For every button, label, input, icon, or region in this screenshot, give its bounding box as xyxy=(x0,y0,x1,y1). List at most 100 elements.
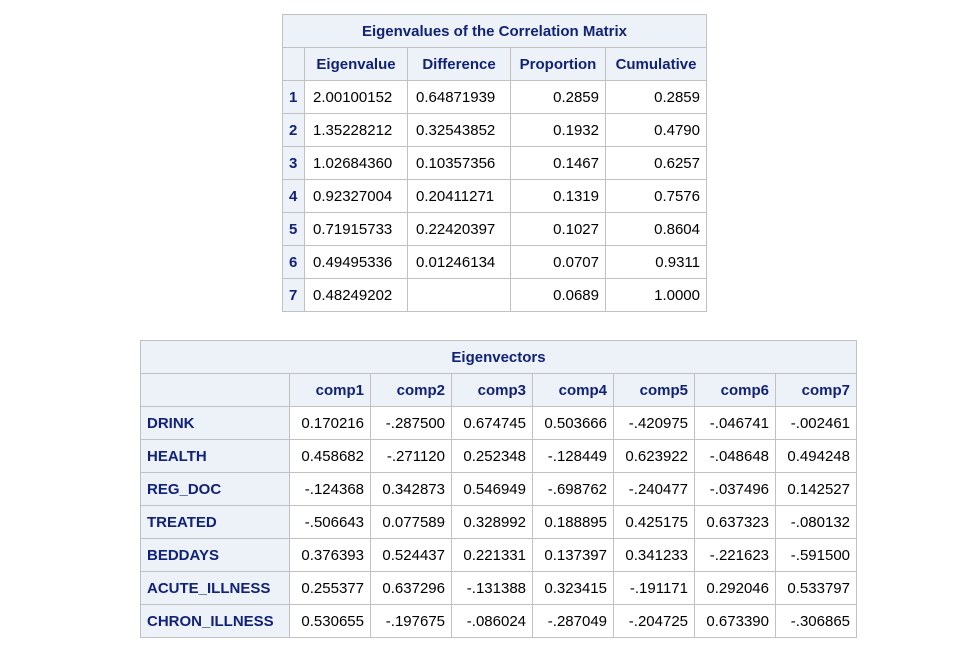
loading-cell: 0.137397 xyxy=(532,538,614,572)
loading-cell: -.506643 xyxy=(289,505,371,539)
proportion-cell: 0.1932 xyxy=(510,113,606,147)
eigenvalue-cell: 0.48249202 xyxy=(304,278,408,312)
loading-cell: -.591500 xyxy=(775,538,857,572)
difference-cell: 0.20411271 xyxy=(407,179,511,213)
loading-cell: -.191171 xyxy=(613,571,695,605)
row-number: 3 xyxy=(282,146,305,180)
loading-cell: -.131388 xyxy=(451,571,533,605)
column-header-comp7: comp7 xyxy=(775,373,857,407)
loading-cell: 0.342873 xyxy=(370,472,452,506)
loading-cell: 0.425175 xyxy=(613,505,695,539)
loading-cell: -.197675 xyxy=(370,604,452,638)
loading-cell: 0.341233 xyxy=(613,538,695,572)
loading-cell: -.002461 xyxy=(775,406,857,440)
loading-cell: -.080132 xyxy=(775,505,857,539)
eigenvalue-cell: 2.00100152 xyxy=(304,80,408,114)
loading-cell: 0.546949 xyxy=(451,472,533,506)
variable-name: HEALTH xyxy=(140,439,290,473)
loading-cell: -.221623 xyxy=(694,538,776,572)
loading-cell: 0.142527 xyxy=(775,472,857,506)
loading-cell: -.287500 xyxy=(370,406,452,440)
column-header-difference: Difference xyxy=(407,47,511,81)
loading-cell: 0.524437 xyxy=(370,538,452,572)
eigenvalues-table: Eigenvalues of the Correlation Matrix Ei… xyxy=(282,14,707,312)
table-row: BEDDAYS 0.376393 0.524437 0.221331 0.137397 0… xyxy=(140,538,857,572)
eigenvalues-table-title: Eigenvalues of the Correlation Matrix xyxy=(282,14,707,48)
loading-cell: 0.458682 xyxy=(289,439,371,473)
table-row: ACUTE_ILLNESS 0.255377 0.637296 -.131388 0.3… xyxy=(140,571,857,605)
loading-cell: -.306865 xyxy=(775,604,857,638)
column-header-comp5: comp5 xyxy=(613,373,695,407)
eigenvalue-cell: 1.35228212 xyxy=(304,113,408,147)
loading-cell: 0.221331 xyxy=(451,538,533,572)
loading-cell: -.037496 xyxy=(694,472,776,506)
loading-cell: 0.323415 xyxy=(532,571,614,605)
column-header-comp4: comp4 xyxy=(532,373,614,407)
proportion-cell: 0.2859 xyxy=(510,80,606,114)
cumulative-cell: 0.4790 xyxy=(605,113,707,147)
loading-cell: -.046741 xyxy=(694,406,776,440)
loading-cell: 0.533797 xyxy=(775,571,857,605)
row-number: 7 xyxy=(282,278,305,312)
loading-cell: 0.637323 xyxy=(694,505,776,539)
row-number: 6 xyxy=(282,245,305,279)
cumulative-cell: 0.7576 xyxy=(605,179,707,213)
table-row: 3 1.02684360 0.10357356 0.1467 0.6257 xyxy=(282,146,707,180)
eigenvectors-table: Eigenvectors comp1 comp2 comp3 comp4 comp5 co… xyxy=(140,340,857,638)
table-row: REG_DOC -.124368 0.342873 0.546949 -.698762 -… xyxy=(140,472,857,506)
loading-cell: -.271120 xyxy=(370,439,452,473)
table-row: HEALTH 0.458682 -.271120 0.252348 -.128449 0.… xyxy=(140,439,857,473)
column-header-proportion: Proportion xyxy=(510,47,606,81)
cumulative-cell: 0.2859 xyxy=(605,80,707,114)
column-header-comp6: comp6 xyxy=(694,373,776,407)
loading-cell: 0.623922 xyxy=(613,439,695,473)
loading-cell: 0.637296 xyxy=(370,571,452,605)
difference-cell xyxy=(407,278,511,312)
table-row: 4 0.92327004 0.20411271 0.1319 0.7576 xyxy=(282,179,707,213)
column-header-cumulative: Cumulative xyxy=(605,47,707,81)
difference-cell: 0.10357356 xyxy=(407,146,511,180)
difference-cell: 0.22420397 xyxy=(407,212,511,246)
table-row: 6 0.49495336 0.01246134 0.0707 0.9311 xyxy=(282,245,707,279)
loading-cell: 0.376393 xyxy=(289,538,371,572)
proportion-cell: 0.1467 xyxy=(510,146,606,180)
variable-name: REG_DOC xyxy=(140,472,290,506)
loading-cell: 0.077589 xyxy=(370,505,452,539)
row-number: 2 xyxy=(282,113,305,147)
variable-name: DRINK xyxy=(140,406,290,440)
variable-name: BEDDAYS xyxy=(140,538,290,572)
eigenvectors-corner-cell xyxy=(140,373,290,407)
proportion-cell: 0.1319 xyxy=(510,179,606,213)
proportion-cell: 0.1027 xyxy=(510,212,606,246)
loading-cell: 0.188895 xyxy=(532,505,614,539)
table-row: 7 0.48249202 0.0689 1.0000 xyxy=(282,278,707,312)
eigenvalue-cell: 1.02684360 xyxy=(304,146,408,180)
loading-cell: -.124368 xyxy=(289,472,371,506)
loading-cell: 0.674745 xyxy=(451,406,533,440)
cumulative-cell: 1.0000 xyxy=(605,278,707,312)
variable-name: CHRON_ILLNESS xyxy=(140,604,290,638)
row-number: 1 xyxy=(282,80,305,114)
cumulative-cell: 0.9311 xyxy=(605,245,707,279)
loading-cell: -.048648 xyxy=(694,439,776,473)
cumulative-cell: 0.8604 xyxy=(605,212,707,246)
loading-cell: 0.494248 xyxy=(775,439,857,473)
loading-cell: -.698762 xyxy=(532,472,614,506)
eigenvalue-cell: 0.92327004 xyxy=(304,179,408,213)
loading-cell: 0.503666 xyxy=(532,406,614,440)
table-row: 1 2.00100152 0.64871939 0.2859 0.2859 xyxy=(282,80,707,114)
column-header-comp2: comp2 xyxy=(370,373,452,407)
column-header-comp1: comp1 xyxy=(289,373,371,407)
loading-cell: 0.673390 xyxy=(694,604,776,638)
loading-cell: 0.292046 xyxy=(694,571,776,605)
eigenvalues-corner-cell xyxy=(282,47,305,81)
table-row: TREATED -.506643 0.077589 0.328992 0.188895 0… xyxy=(140,505,857,539)
table-row: 2 1.35228212 0.32543852 0.1932 0.4790 xyxy=(282,113,707,147)
cumulative-cell: 0.6257 xyxy=(605,146,707,180)
column-header-eigenvalue: Eigenvalue xyxy=(304,47,408,81)
loading-cell: 0.170216 xyxy=(289,406,371,440)
eigenvalue-cell: 0.49495336 xyxy=(304,245,408,279)
table-row: DRINK 0.170216 -.287500 0.674745 0.503666 -.4… xyxy=(140,406,857,440)
eigenvalue-cell: 0.71915733 xyxy=(304,212,408,246)
loading-cell: -.128449 xyxy=(532,439,614,473)
